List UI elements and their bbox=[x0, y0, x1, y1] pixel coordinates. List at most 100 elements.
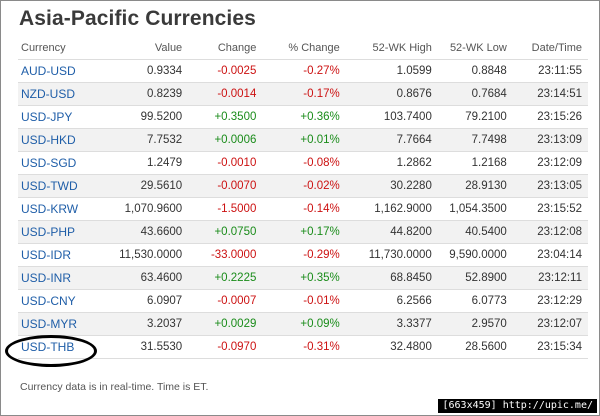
currency-symbol-cell: USD-TWD bbox=[18, 174, 111, 198]
datetime-cell: 23:13:09 bbox=[512, 128, 588, 152]
pct-change-cell: +0.35% bbox=[262, 266, 346, 290]
change-cell: -0.0014 bbox=[188, 82, 263, 106]
change-cell: +0.2225 bbox=[188, 266, 263, 290]
value-cell: 99.5200 bbox=[110, 105, 189, 129]
column-header-change: Change bbox=[188, 37, 263, 60]
currency-symbol-cell: USD-INR bbox=[18, 266, 111, 290]
table-row: USD-HKD 7.7532 +0.0006 +0.01% 7.7664 7.7498 23… bbox=[18, 128, 588, 152]
52wk-high-cell: 0.8676 bbox=[345, 82, 438, 106]
change-cell: -33.0000 bbox=[188, 243, 263, 267]
table-row: USD-KRW 1,070.9600 -1.5000 -0.14% 1,162.9000… bbox=[18, 197, 588, 221]
52wk-high-cell: 1,162.9000 bbox=[345, 197, 438, 221]
pct-change-cell: -0.17% bbox=[262, 82, 346, 106]
52wk-low-cell: 2.9570 bbox=[437, 312, 513, 336]
datetime-cell: 23:15:52 bbox=[512, 197, 588, 221]
currency-link[interactable]: USD-MYR bbox=[21, 317, 77, 331]
change-cell: -0.0007 bbox=[188, 289, 263, 313]
currency-link[interactable]: USD-HKD bbox=[21, 133, 76, 147]
datetime-cell: 23:12:09 bbox=[512, 151, 588, 175]
pct-change-cell: -0.08% bbox=[262, 151, 346, 175]
currency-symbol-cell: NZD-USD bbox=[18, 82, 111, 106]
52wk-high-cell: 44.8200 bbox=[345, 220, 438, 244]
datetime-cell: 23:12:11 bbox=[512, 266, 588, 290]
currency-symbol-cell: USD-IDR bbox=[18, 243, 111, 267]
table-row: AUD-USD 0.9334 -0.0025 -0.27% 1.0599 0.8848 23… bbox=[18, 59, 588, 83]
currency-symbol-cell: USD-KRW bbox=[18, 197, 111, 221]
52wk-low-cell: 7.7498 bbox=[437, 128, 513, 152]
column-header-pct-change: % Change bbox=[262, 37, 346, 60]
52wk-high-cell: 1.2862 bbox=[345, 151, 438, 175]
52wk-high-cell: 30.2280 bbox=[345, 174, 438, 198]
currency-link[interactable]: USD-PHP bbox=[21, 225, 76, 239]
currency-link[interactable]: USD-TWD bbox=[21, 179, 78, 193]
column-header-52wk-low: 52-WK Low bbox=[437, 37, 513, 60]
value-cell: 3.2037 bbox=[110, 312, 189, 336]
52wk-low-cell: 6.0773 bbox=[437, 289, 513, 313]
value-cell: 0.9334 bbox=[110, 59, 189, 83]
currency-link[interactable]: USD-INR bbox=[21, 271, 71, 285]
column-header-currency: Currency bbox=[18, 37, 111, 60]
52wk-high-cell: 32.4800 bbox=[345, 335, 438, 359]
change-cell: +0.0029 bbox=[188, 312, 263, 336]
52wk-low-cell: 0.8848 bbox=[437, 59, 513, 83]
datetime-cell: 23:11:55 bbox=[512, 59, 588, 83]
value-cell: 29.5610 bbox=[110, 174, 189, 198]
currency-table: Currency Value Change % Change 52-WK Hig… bbox=[18, 37, 588, 359]
pct-change-cell: -0.14% bbox=[262, 197, 346, 221]
currency-link[interactable]: AUD-USD bbox=[21, 64, 76, 78]
pct-change-cell: +0.01% bbox=[262, 128, 346, 152]
change-cell: +0.0750 bbox=[188, 220, 263, 244]
52wk-low-cell: 1,054.3500 bbox=[437, 197, 513, 221]
currency-link[interactable]: USD-SGD bbox=[21, 156, 77, 170]
currency-link[interactable]: USD-CNY bbox=[21, 294, 76, 308]
table-row: USD-PHP 43.6600 +0.0750 +0.17% 44.8200 40.540… bbox=[18, 220, 588, 244]
currency-symbol-cell: USD-PHP bbox=[18, 220, 111, 244]
value-cell: 11,530.0000 bbox=[110, 243, 189, 267]
currency-link[interactable]: NZD-USD bbox=[21, 87, 75, 101]
52wk-high-cell: 7.7664 bbox=[345, 128, 438, 152]
table-row: USD-TWD 29.5610 -0.0070 -0.02% 30.2280 28.913… bbox=[18, 174, 588, 198]
datetime-cell: 23:12:08 bbox=[512, 220, 588, 244]
value-cell: 1.2479 bbox=[110, 151, 189, 175]
table-row: USD-SGD 1.2479 -0.0010 -0.08% 1.2862 1.2168 23… bbox=[18, 151, 588, 175]
table-row: USD-INR 63.4600 +0.2225 +0.35% 68.8450 52.890… bbox=[18, 266, 588, 290]
watermark: [663x459] http://upic.me/ bbox=[438, 399, 597, 413]
pct-change-cell: +0.09% bbox=[262, 312, 346, 336]
column-header-value: Value bbox=[110, 37, 189, 60]
currency-link[interactable]: USD-IDR bbox=[21, 248, 71, 262]
currency-link[interactable]: USD-KRW bbox=[21, 202, 79, 216]
value-cell: 31.5530 bbox=[110, 335, 189, 359]
change-cell: -0.0010 bbox=[188, 151, 263, 175]
currency-link[interactable]: USD-JPY bbox=[21, 110, 73, 124]
currency-symbol-cell: USD-HKD bbox=[18, 128, 111, 152]
value-cell: 6.0907 bbox=[110, 289, 189, 313]
change-cell: -0.0025 bbox=[188, 59, 263, 83]
pct-change-cell: -0.02% bbox=[262, 174, 346, 198]
pct-change-cell: -0.29% bbox=[262, 243, 346, 267]
currency-symbol-cell: USD-CNY bbox=[18, 289, 111, 313]
52wk-low-cell: 28.5600 bbox=[437, 335, 513, 359]
52wk-high-cell: 103.7400 bbox=[345, 105, 438, 129]
highlight-circle bbox=[5, 335, 97, 367]
currency-symbol-cell: USD-MYR bbox=[18, 312, 111, 336]
52wk-low-cell: 9,590.0000 bbox=[437, 243, 513, 267]
table-row: USD-CNY 6.0907 -0.0007 -0.01% 6.2566 6.0773 23… bbox=[18, 289, 588, 313]
value-cell: 0.8239 bbox=[110, 82, 189, 106]
page-title: Asia-Pacific Currencies bbox=[19, 7, 256, 30]
value-cell: 7.7532 bbox=[110, 128, 189, 152]
52wk-high-cell: 6.2566 bbox=[345, 289, 438, 313]
value-cell: 63.4600 bbox=[110, 266, 189, 290]
datetime-cell: 23:15:34 bbox=[512, 335, 588, 359]
52wk-low-cell: 28.9130 bbox=[437, 174, 513, 198]
52wk-high-cell: 11,730.0000 bbox=[345, 243, 438, 267]
52wk-low-cell: 52.8900 bbox=[437, 266, 513, 290]
currency-symbol-cell: USD-SGD bbox=[18, 151, 111, 175]
change-cell: -1.5000 bbox=[188, 197, 263, 221]
table-row: USD-MYR 3.2037 +0.0029 +0.09% 3.3377 2.9570 23… bbox=[18, 312, 588, 336]
52wk-high-cell: 68.8450 bbox=[345, 266, 438, 290]
52wk-low-cell: 79.2100 bbox=[437, 105, 513, 129]
change-cell: -0.0970 bbox=[188, 335, 263, 359]
change-cell: +0.3500 bbox=[188, 105, 263, 129]
52wk-low-cell: 40.5400 bbox=[437, 220, 513, 244]
pct-change-cell: -0.01% bbox=[262, 289, 346, 313]
